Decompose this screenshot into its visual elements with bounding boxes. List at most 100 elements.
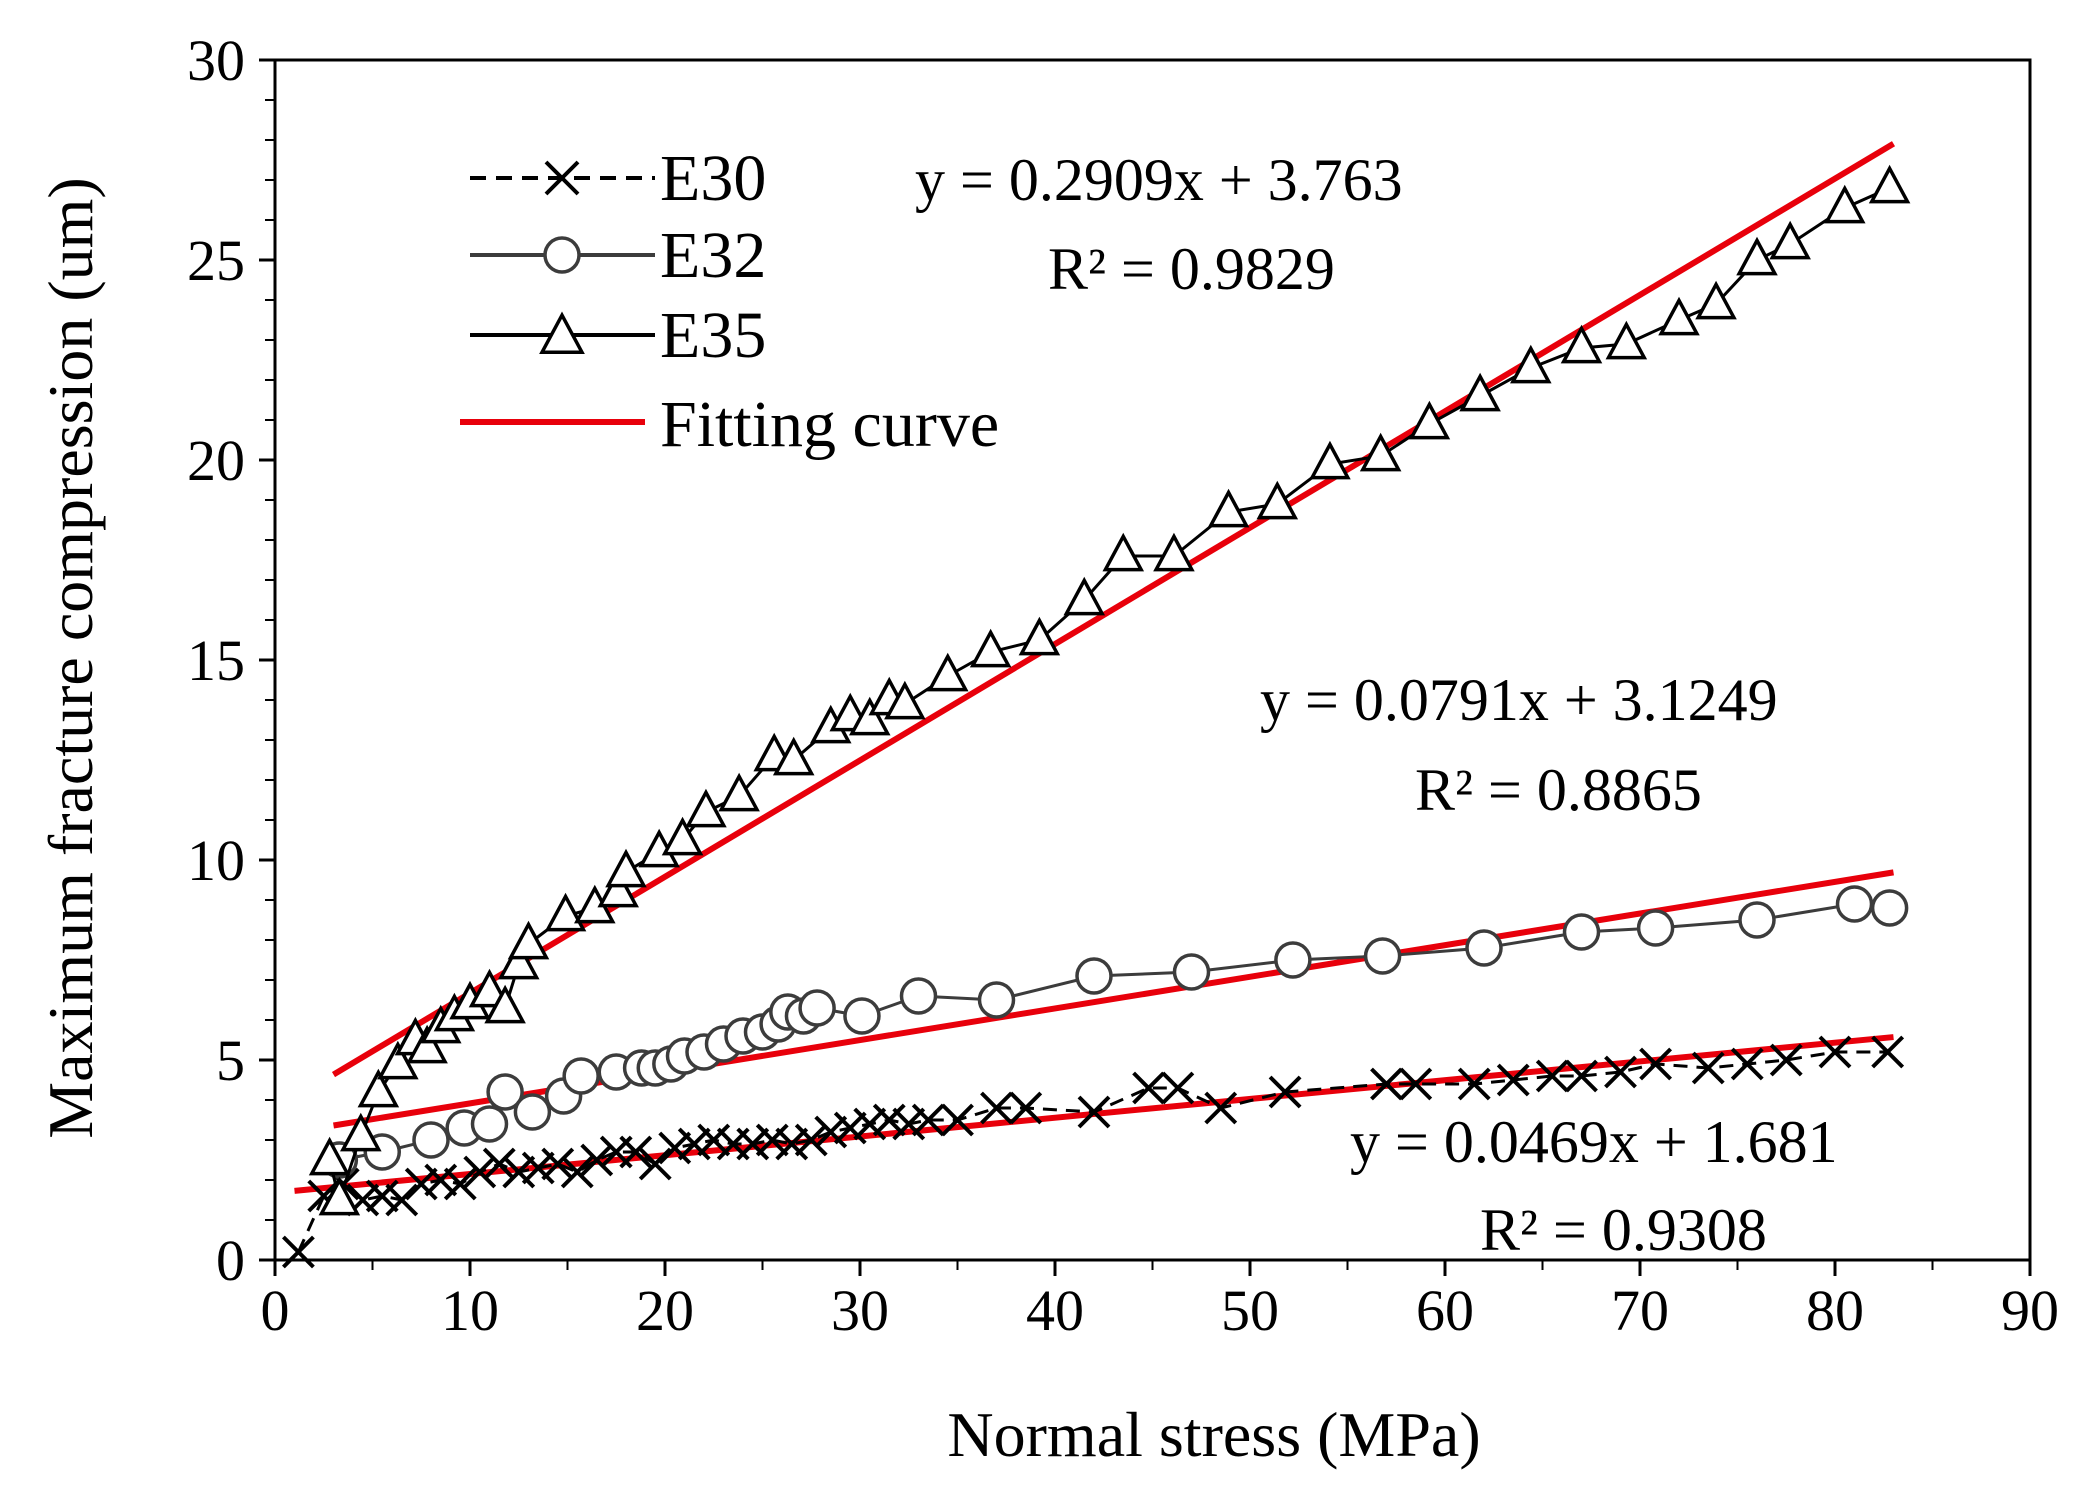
data-point-e30 (658, 1131, 692, 1165)
data-point-e35 (1459, 372, 1501, 412)
data-point-e35 (661, 816, 704, 856)
data-point-e30 (1604, 1055, 1637, 1089)
marker-x-stroke (1457, 1067, 1491, 1101)
data-point-e35 (1560, 324, 1603, 364)
x-tick-label: 40 (1026, 1278, 1084, 1343)
marker-x-stroke (404, 1167, 438, 1201)
marker-x-stroke (1132, 1071, 1166, 1105)
legend: E30 E32 E35 Fitting curve (460, 142, 999, 461)
marker-x-stroke (1818, 1035, 1852, 1069)
legend-label-e35: E35 (660, 299, 766, 372)
marker-x-stroke (1730, 1047, 1764, 1081)
x-tick-label: 20 (636, 1278, 694, 1343)
fit-equation-e32: y = 0.0791x + 3.1249 (1260, 667, 1778, 733)
fit-r2-e30: R² = 0.9308 (1480, 1197, 1767, 1263)
data-point-e30 (560, 1155, 594, 1189)
data-point-e35 (597, 868, 639, 908)
data-point-e32 (513, 1093, 552, 1131)
data-point-e32 (899, 977, 938, 1015)
data-point-e35 (1868, 164, 1911, 204)
marker-x-stroke (1496, 1063, 1530, 1097)
data-point-e30 (697, 1123, 731, 1157)
data-point-e30 (580, 1143, 614, 1177)
data-point-e30 (1457, 1067, 1491, 1101)
data-point-e30 (619, 1135, 653, 1169)
data-point-e35 (484, 984, 526, 1024)
marker-x-stroke (853, 1107, 887, 1141)
legend-label-e32: E32 (660, 219, 766, 292)
data-point-e30 (1565, 1059, 1598, 1093)
data-point-e35 (1063, 576, 1106, 616)
data-point-e32 (1172, 953, 1211, 991)
data-point-e35 (340, 1112, 382, 1152)
data-point-e30 (521, 1151, 555, 1185)
y-tick-label: 5 (216, 1028, 245, 1093)
data-point-e30 (980, 1091, 1013, 1125)
marker-x-stroke (1161, 1071, 1195, 1105)
data-point-e30 (794, 1123, 828, 1157)
data-point-e35 (308, 1136, 351, 1176)
data-point-e35 (318, 1176, 361, 1216)
y-tick-label: 15 (187, 628, 245, 693)
data-point-e32 (1465, 929, 1503, 967)
data-point-e30 (677, 1127, 711, 1161)
marker-x-stroke (580, 1143, 614, 1177)
data-point-e35 (406, 1024, 448, 1064)
x-tick-label: 30 (831, 1278, 889, 1343)
data-point-e30 (365, 1179, 399, 1213)
x-tick-label: 90 (2001, 1278, 2059, 1343)
marker-x-stroke (502, 1155, 536, 1189)
data-point-e35 (1658, 296, 1700, 336)
data-point-e35 (1207, 488, 1250, 528)
x-tick-label: 0 (261, 1278, 290, 1343)
marker-x-stroke (814, 1115, 848, 1149)
marker-x-stroke (1399, 1067, 1433, 1101)
marker-x-stroke (697, 1123, 731, 1157)
data-point-e35 (1408, 400, 1451, 440)
series-group (281, 164, 1911, 1269)
data-point-e30 (1132, 1071, 1166, 1105)
data-point-e30 (853, 1107, 887, 1141)
y-tick-label: 0 (216, 1228, 245, 1293)
series-e35 (308, 164, 1911, 1216)
fit-equation-e30: y = 0.0469x + 1.681 (1350, 1109, 1838, 1175)
data-point-e32 (843, 997, 881, 1035)
data-point-e30 (1639, 1047, 1673, 1081)
data-point-e35 (605, 848, 647, 888)
data-point-e35 (685, 788, 727, 828)
data-point-e30 (638, 1147, 672, 1181)
x-tick-label: 70 (1611, 1278, 1669, 1343)
data-point-e35 (1359, 432, 1402, 472)
data-point-e30 (1268, 1075, 1302, 1109)
data-point-e35 (969, 628, 1012, 668)
y-axis-title: Maximum fracture compression (um) (35, 177, 106, 1139)
data-point-e35 (1018, 616, 1061, 656)
data-point-e35 (926, 652, 969, 692)
x-axis-title: Normal stress (MPa) (947, 1399, 1480, 1470)
marker-x-stroke (560, 1155, 594, 1189)
data-point-e35 (1256, 480, 1299, 520)
marker-x-stroke (1204, 1091, 1238, 1125)
data-point-e30 (385, 1183, 419, 1217)
legend-marker-e32 (543, 236, 581, 274)
marker-x-stroke (1077, 1095, 1111, 1129)
marker-x-stroke (281, 1235, 315, 1269)
marker-x-stroke (892, 1107, 926, 1141)
marker-x-stroke (463, 1155, 497, 1189)
marker-x-stroke (941, 1103, 974, 1137)
data-point-e30 (755, 1123, 789, 1157)
data-point-e35 (1153, 532, 1195, 572)
y-tick-label: 20 (187, 428, 245, 493)
fit-r2-e32: R² = 0.8865 (1415, 757, 1702, 823)
data-point-e32 (1870, 889, 1909, 927)
marker-x-stroke (911, 1103, 945, 1137)
series-e30 (281, 1035, 1905, 1269)
data-point-e32 (1562, 913, 1601, 951)
data-point-e35 (497, 940, 540, 980)
data-point-e35 (507, 920, 550, 960)
marker-x-stroke (521, 1151, 555, 1185)
legend-marker-x (544, 160, 580, 196)
y-tick-label: 10 (187, 828, 245, 893)
data-point-e30 (1730, 1047, 1764, 1081)
data-point-e32 (977, 981, 1016, 1019)
